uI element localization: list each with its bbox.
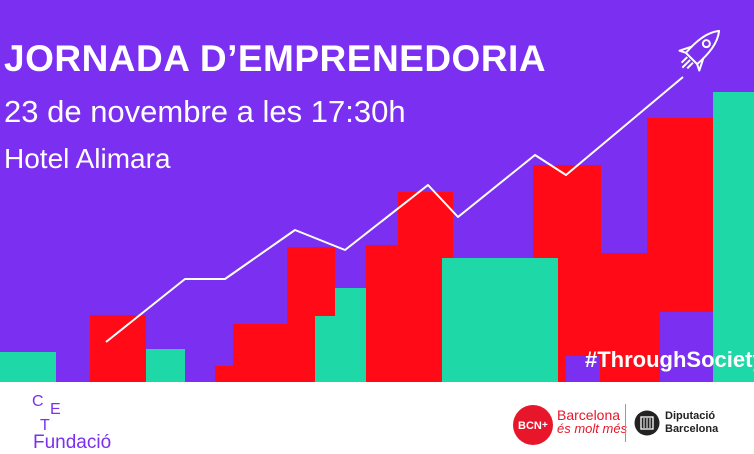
- event-title: JORNADA D’EMPRENEDORIA: [4, 38, 547, 79]
- svg-text:+: +: [542, 420, 548, 431]
- diputacio-line2: Barcelona: [665, 423, 719, 435]
- banner: JORNADA D’EMPRENEDORIA 23 de novembre a …: [0, 0, 754, 382]
- purple-notch: [566, 356, 600, 382]
- cet-logo: C E T: [32, 393, 61, 432]
- barcelona-brand-line2: és molt més: [557, 421, 628, 436]
- hashtag: #ThroughSociety: [585, 347, 754, 372]
- diputacio-shield-icon: [634, 410, 660, 436]
- red-block: [233, 324, 288, 382]
- teal-block: [713, 92, 754, 382]
- bcn-badge-icon: BCN +: [513, 405, 553, 445]
- purple-notch: [660, 312, 713, 382]
- red-block: [600, 253, 652, 382]
- footer: C E T Fundació BCN + Barcelona és molt m…: [0, 382, 754, 454]
- event-venue: Hotel Alimara: [4, 143, 171, 174]
- red-block: [366, 245, 402, 382]
- cet-letter-c: C: [32, 393, 44, 410]
- growth-line: [105, 76, 684, 343]
- red-block: [215, 366, 235, 382]
- fundacio-label: Fundació: [33, 432, 112, 453]
- logo-divider: [625, 404, 626, 442]
- teal-block: [0, 352, 56, 382]
- bcn-badge-text: BCN: [518, 420, 542, 432]
- diputacio-line1: Diputació: [665, 410, 716, 422]
- teal-block: [335, 288, 366, 318]
- teal-block: [442, 258, 558, 382]
- rocket-icon: [678, 29, 721, 72]
- teal-block: [146, 349, 185, 382]
- event-date: 23 de novembre a les 17:30h: [4, 94, 406, 129]
- barcelona-brand-line1: Barcelona: [557, 407, 621, 423]
- teal-block: [315, 316, 366, 382]
- diputacio-text: Diputació Barcelona: [665, 410, 718, 436]
- barcelona-brand-text: Barcelona és molt més: [557, 408, 627, 436]
- cet-letter-e: E: [50, 401, 61, 418]
- cet-letter-t: T: [40, 417, 50, 432]
- red-block: [90, 315, 146, 382]
- skyline-graphic: [0, 29, 754, 382]
